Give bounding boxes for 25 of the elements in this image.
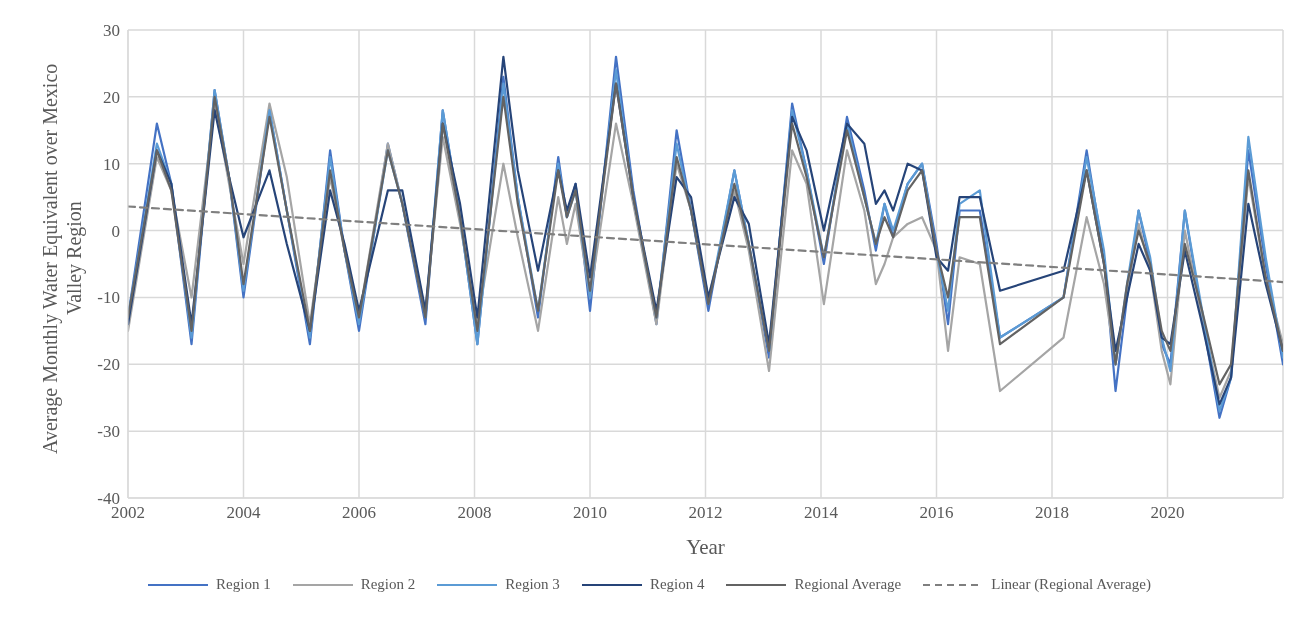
- y-tick-label: 30: [103, 21, 120, 41]
- y-tick-label: -10: [97, 288, 120, 308]
- x-tick-label: 2018: [1035, 503, 1069, 523]
- y-axis-title: Average Monthly Water Equivalent over Mexico Valley Region: [38, 61, 86, 456]
- x-tick-label: 2002: [111, 503, 145, 523]
- y-tick-label: -20: [97, 355, 120, 375]
- legend-label: Region 1: [216, 576, 271, 593]
- x-tick-label: 2014: [804, 503, 839, 523]
- legend-label: Linear (Regional Average): [991, 576, 1151, 593]
- x-tick-label: 2016: [919, 503, 954, 523]
- y-tick-label: 0: [111, 221, 120, 241]
- x-tick-label: 2020: [1150, 503, 1185, 523]
- y-tick-label: 10: [103, 154, 120, 174]
- legend-label: Regional Average: [794, 576, 902, 593]
- x-tick-label: 2006: [342, 503, 376, 523]
- legend-label: Region 3: [505, 576, 560, 593]
- x-axis-title: Year: [686, 535, 725, 559]
- y-tick-label: 20: [103, 87, 120, 107]
- x-tick-label: 2010: [573, 503, 607, 523]
- legend-label: Region 4: [649, 576, 705, 593]
- legend-label: Region 2: [360, 576, 416, 593]
- y-tick-label: -30: [97, 422, 120, 442]
- x-tick-label: 2008: [457, 503, 492, 523]
- x-tick-label: 2012: [688, 503, 723, 523]
- x-tick-label: 2004: [226, 503, 261, 523]
